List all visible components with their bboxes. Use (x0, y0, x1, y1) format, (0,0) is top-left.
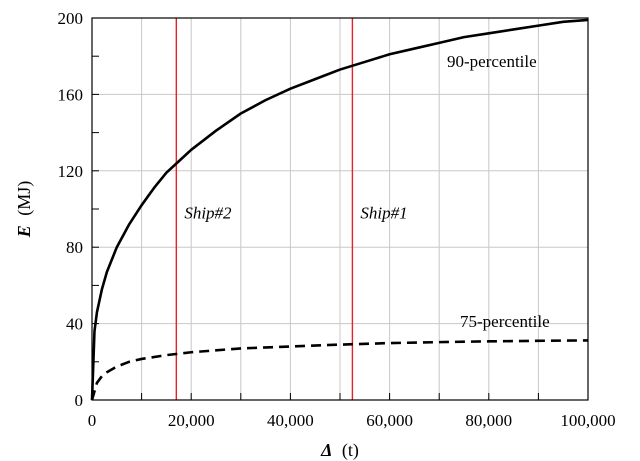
y-axis-symbol: E (14, 225, 34, 238)
x-tick-label: 60,000 (366, 411, 413, 430)
x-axis-symbol: Δ (320, 440, 332, 460)
y-tick-label: 0 (75, 391, 84, 410)
y-tick-label: 200 (58, 9, 84, 28)
grid (92, 18, 588, 400)
y-tick-label: 120 (58, 162, 84, 181)
y-tick-label: 40 (66, 315, 83, 334)
y-axis-title: E (MJ) (14, 181, 35, 239)
y-tick-label: 160 (58, 85, 84, 104)
y-tick-label: 80 (66, 238, 83, 257)
y-axis-unit: (MJ) (14, 181, 35, 216)
ship-label: Ship#2 (184, 204, 232, 223)
x-tick-label: 80,000 (465, 411, 512, 430)
series-label-75-percentile: 75-percentile (460, 312, 550, 331)
series-label-90-percentile: 90-percentile (447, 52, 537, 71)
x-tick-label: 100,000 (560, 411, 615, 430)
x-tick-label: 0 (88, 411, 97, 430)
ship-label: Ship#1 (360, 204, 407, 223)
x-tick-label: 20,000 (168, 411, 215, 430)
x-axis-unit: (t) (342, 440, 359, 461)
x-axis-title: Δ (t) (320, 440, 359, 461)
x-tick-label: 40,000 (267, 411, 314, 430)
